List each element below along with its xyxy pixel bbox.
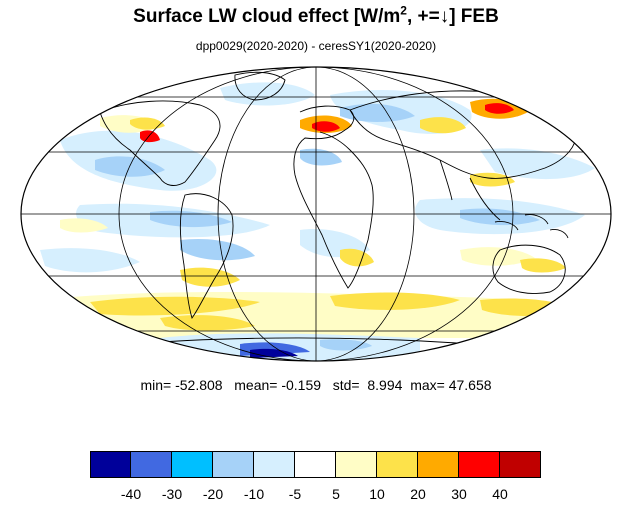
colorbar-label-4: -5 [288,486,302,502]
colorbar-box-5 [295,451,336,478]
map-field [21,67,611,361]
map-coastlines [99,71,577,351]
stat-std-value: 8.994 [367,377,403,393]
colorbar-label-7: 20 [410,486,426,502]
colorbar-label-0: -40 [120,486,142,502]
colorbar-box-8 [418,451,459,478]
stat-max-value: 47.658 [448,377,492,393]
colorbar-labels: -40 -30 -20 -10 -5 5 10 20 30 40 [90,486,541,504]
stat-min-value: -52.808 [175,377,223,393]
map-outline [20,66,612,362]
stat-max-label: max= [410,377,445,393]
colorbar-box-0 [90,451,131,478]
colorbar-box-3 [213,451,254,478]
colorbar-box-1 [131,451,172,478]
colorbar-label-8: 30 [451,486,467,502]
stat-std-label: std= [332,377,360,393]
plot-title-tail: , +=↓] FEB [406,6,499,27]
colorbar-box-10 [500,451,541,478]
colorbar-label-9: 40 [492,486,508,502]
stat-min-label: min= [140,377,172,393]
plot-title-main: Surface LW cloud effect [W/m [133,6,401,27]
colorbar-label-2: -20 [202,486,224,502]
colorbar [90,451,541,478]
colorbar-box-7 [377,451,418,478]
colorbar-box-4 [254,451,295,478]
stats-line: min= -52.808 mean= -0.159 std= 8.994 max… [0,377,632,393]
colorbar-label-3: -10 [243,486,265,502]
colorbar-label-1: -30 [161,486,183,502]
colorbar-label-5: 5 [332,486,340,502]
colorbar-box-6 [336,451,377,478]
colorbar-box-2 [172,451,213,478]
colorbar-box-9 [459,451,500,478]
plot-title-superscript: 2 [400,3,407,18]
stat-mean-label: mean= [234,377,278,393]
colorbar-label-6: 10 [369,486,385,502]
plot-title: Surface LW cloud effect [W/m2, +=↓] FEB [0,3,632,28]
plot-subtitle: dpp0029(2020-2020) - ceresSY1(2020-2020) [195,39,437,53]
stat-mean-value: -0.159 [281,377,322,393]
